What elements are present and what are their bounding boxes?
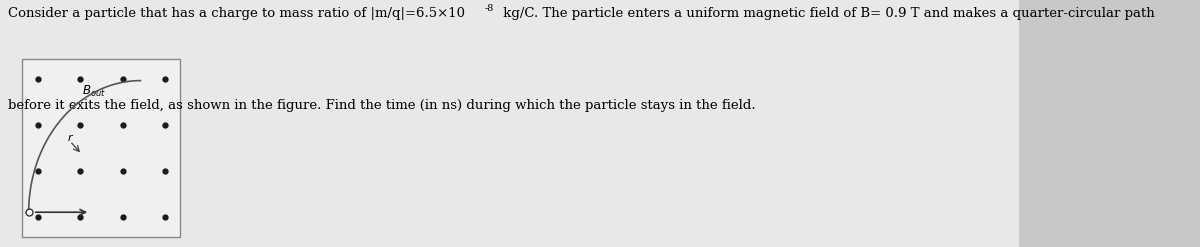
- FancyBboxPatch shape: [0, 0, 1019, 247]
- Text: before it exits the field, as shown in the figure. Find the time (in ns) during : before it exits the field, as shown in t…: [8, 99, 756, 112]
- Text: $B_{out}$: $B_{out}$: [83, 84, 106, 99]
- Bar: [23, 59, 180, 237]
- Text: r: r: [67, 133, 72, 144]
- Text: -8: -8: [485, 4, 494, 13]
- Text: kg/C. The particle enters a uniform magnetic field of B= 0.9 T and makes a quart: kg/C. The particle enters a uniform magn…: [499, 7, 1154, 21]
- Text: Consider a particle that has a charge to mass ratio of |m/q|=6.5×10: Consider a particle that has a charge to…: [8, 7, 466, 21]
